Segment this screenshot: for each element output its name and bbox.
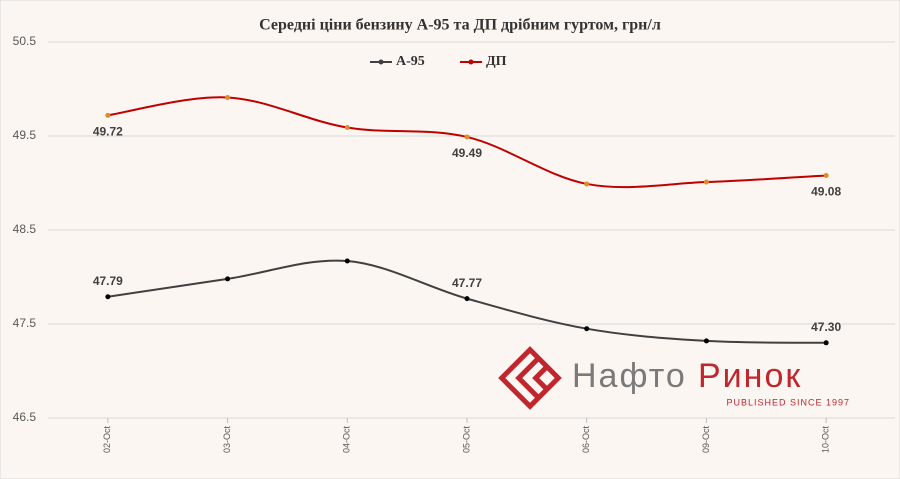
y-tick-label: 48.5 <box>13 222 37 236</box>
point <box>703 179 709 185</box>
legend-label: А-95 <box>396 54 425 69</box>
point <box>823 172 829 178</box>
logo-name-end: Ринок <box>698 357 802 395</box>
x-tick-label: 06-Oct <box>581 426 591 454</box>
point <box>584 181 590 187</box>
legend-marker <box>378 59 384 65</box>
data-label: 47.79 <box>93 274 123 288</box>
y-tick-label: 46.5 <box>13 410 37 424</box>
logo-tagline: PUBLISHED SINCE 1997 <box>726 397 850 407</box>
point <box>225 94 231 100</box>
point <box>703 338 709 344</box>
x-tick-label: 10-Oct <box>821 426 831 454</box>
point <box>105 294 111 300</box>
logo-name-start: Нафто <box>572 357 687 395</box>
point <box>464 296 470 302</box>
chart-title: Середні ціни бензину А-95 та ДП дрібним … <box>259 17 661 34</box>
point <box>584 326 590 332</box>
logo: Нафто Ринок PUBLISHED SINCE 1997 <box>498 346 850 410</box>
x-tick-label: 09-Oct <box>701 426 711 454</box>
point <box>823 340 829 346</box>
x-tick-label: 03-Oct <box>222 426 232 454</box>
point <box>225 276 231 282</box>
point <box>344 125 350 131</box>
data-label: 49.49 <box>452 146 482 160</box>
point <box>464 134 470 140</box>
x-tick-label: 04-Oct <box>342 426 352 454</box>
logo-icon <box>498 346 562 410</box>
data-label: 49.08 <box>811 185 841 199</box>
y-tick-label: 47.5 <box>13 316 37 330</box>
point <box>105 112 111 118</box>
legend-label: ДП <box>486 54 507 69</box>
y-tick-label: 49.5 <box>13 128 37 142</box>
data-label: 49.72 <box>93 124 123 138</box>
y-tick-label: 50.5 <box>13 34 37 48</box>
legend-marker <box>468 59 474 65</box>
data-label: 47.30 <box>811 320 841 334</box>
x-tick-label: 02-Oct <box>102 426 112 454</box>
point <box>344 258 350 264</box>
data-label: 47.77 <box>452 276 482 290</box>
x-tick-label: 05-Oct <box>461 426 471 454</box>
